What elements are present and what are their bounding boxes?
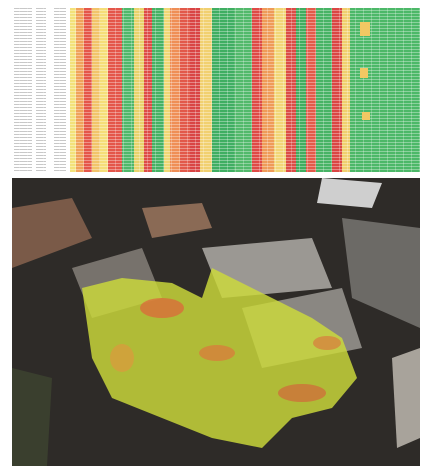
highlight-cell <box>360 22 370 36</box>
hotspot <box>110 344 134 372</box>
text-column <box>36 8 46 172</box>
column-lines <box>12 8 420 172</box>
hotspot <box>140 298 184 318</box>
highlight-cell <box>362 112 370 120</box>
building <box>12 198 92 268</box>
trees <box>12 368 52 466</box>
highlight-cell <box>360 68 368 78</box>
hotspot <box>199 345 235 361</box>
heatmap-table <box>12 8 420 172</box>
row-lines <box>12 8 420 172</box>
hotspot <box>313 336 341 350</box>
building <box>342 218 420 328</box>
text-column <box>14 8 32 172</box>
city-scene <box>12 178 420 466</box>
building <box>142 203 212 238</box>
text-column <box>54 8 66 172</box>
building <box>317 178 382 208</box>
building <box>392 348 420 448</box>
hotspot <box>278 384 326 402</box>
